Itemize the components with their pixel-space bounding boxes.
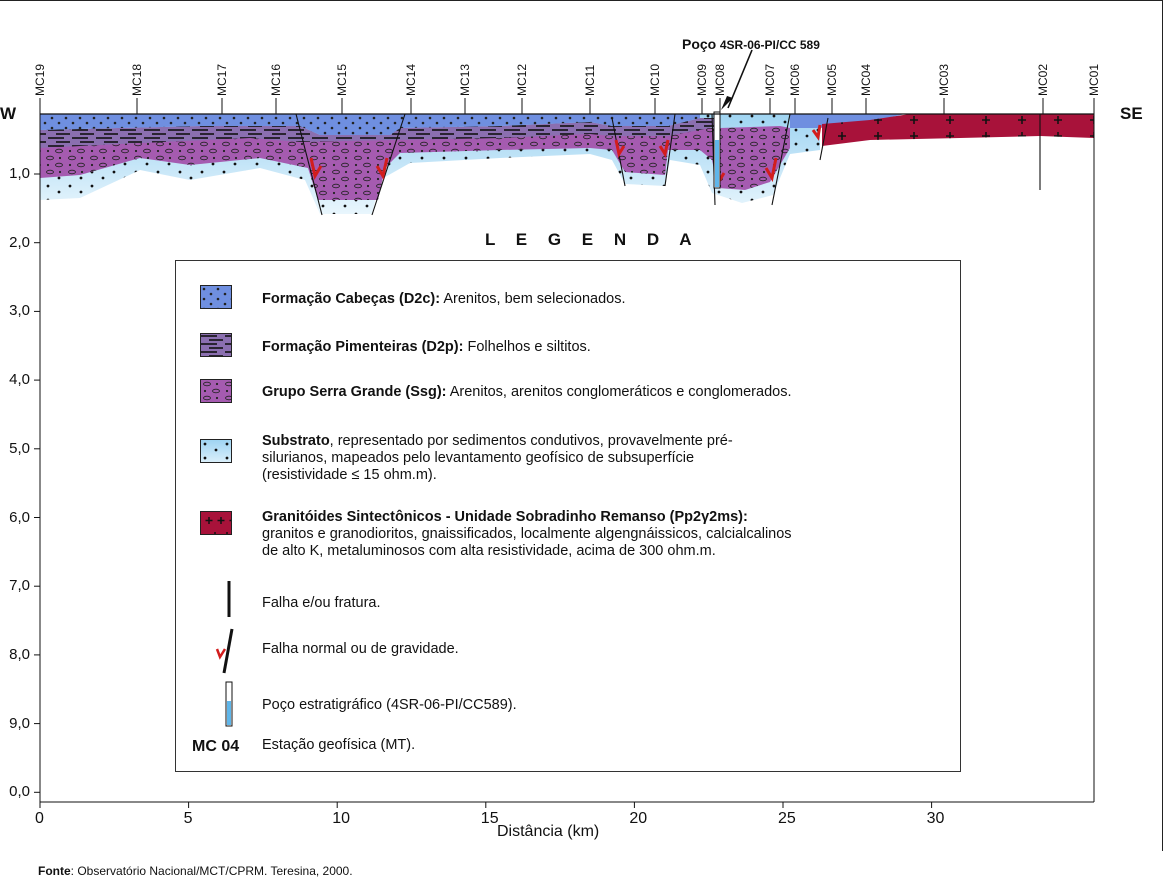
swatch-pimenteiras (200, 333, 232, 357)
pimenteiras-layer (40, 118, 720, 148)
legend-item-substrato: Substrato, representado por sedimentos c… (262, 433, 733, 483)
station-label: MC03 (937, 63, 951, 96)
x-tick-label: 10 (332, 810, 350, 827)
station-label: MC17 (215, 63, 229, 96)
y-tick-label: 3,0 (9, 302, 30, 320)
station-label: MC11 (583, 64, 597, 96)
station-label: MC08 (713, 63, 727, 96)
station-label: MC04 (859, 63, 873, 96)
swatch-granitoides (200, 511, 232, 535)
legend-item-falha: Falha e/ou fratura. (262, 595, 381, 611)
station-label: MC01 (1087, 63, 1101, 96)
station-label: MC18 (130, 63, 144, 96)
figure-frame (0, 0, 1163, 851)
plot-frame (39, 114, 1095, 803)
cabecas-layer (40, 114, 905, 135)
station-label: MC14 (404, 63, 418, 96)
side-label-se: SE (1120, 104, 1143, 123)
station-ticks (39, 98, 1095, 114)
well-symbol-icon (225, 681, 233, 727)
y-tick-label: 9,0 (9, 714, 30, 732)
x-tick-label: 25 (778, 810, 796, 827)
station-label: MC02 (1036, 63, 1050, 96)
fault-arrows (309, 124, 822, 188)
legend-item-poco: Poço estratigráfico (4SR-06-PI/CC589). (262, 697, 517, 713)
station-label: MC13 (458, 63, 472, 96)
y-tick-label: 5,0 (9, 439, 30, 457)
serra-grande-layer (40, 126, 790, 200)
legend-item-granitoides: Granitóides Sintectônicos - Unidade Sobr… (262, 509, 792, 559)
y-tick-label: 8,0 (9, 645, 30, 663)
y-tick-label: 6,0 (9, 508, 30, 526)
x-tick-label: 20 (629, 810, 648, 827)
x-axis-ticks (39, 802, 933, 808)
swatch-substrato (200, 439, 232, 463)
station-label: MC09 (695, 63, 709, 96)
y-tick-label: 0,0 (9, 783, 30, 801)
y-tick-label: 4,0 (9, 371, 30, 389)
legend-item-pimenteiras: Formação Pimenteiras (D2p): Folhelhos e … (262, 339, 591, 355)
swatch-cabecas (200, 285, 232, 309)
station-label: MC15 (335, 63, 349, 96)
source-note: Fonte: Observatório Nacional/MCT/CPRM. T… (38, 864, 353, 878)
legend-station-code: MC 04 (192, 738, 240, 755)
well-stratigraphic (713, 49, 753, 189)
well-callout-code: 4SR-06-PI/CC 589 (719, 38, 820, 52)
x-tick-label: 5 (183, 810, 193, 827)
station-label: MC16 (269, 63, 283, 96)
station-label: MC06 (788, 63, 802, 96)
y-tick-label: 2,0 (9, 233, 30, 251)
y-tick-label: 1,0 (9, 165, 30, 182)
fault-symbol-icon (227, 581, 231, 617)
x-tick-label: 30 (926, 810, 945, 827)
side-label-w: W (0, 104, 17, 123)
y-axis-ticks (34, 173, 40, 793)
station-label: MC05 (825, 63, 839, 96)
legend-item-cabecas: Formação Cabeças (D2c): Arenitos, bem se… (262, 291, 626, 307)
legend-box: Formação Cabeças (D2c): Arenitos, bem se… (175, 260, 961, 772)
x-axis-title: Distância (km) (497, 823, 600, 840)
station-label: MC19 (33, 63, 47, 96)
normal-fault-icon (215, 628, 234, 674)
x-tick-label: 15 (480, 810, 499, 827)
y-tick-label: 7,0 (9, 577, 30, 595)
swatch-serra-grande (200, 379, 232, 403)
well-callout-bold: Poço (682, 36, 717, 52)
station-label: MC10 (648, 63, 662, 96)
granito-layer (822, 114, 1094, 146)
station-label: MC07 (763, 63, 777, 96)
well-callout: Poço 4SR-06-PI/CC 589 (682, 36, 820, 52)
legend-item-serra-grande: Grupo Serra Grande (Ssg): Arenitos, aren… (262, 384, 792, 400)
station-label: MC12 (515, 63, 529, 96)
legend-item-falha-normal: Falha normal ou de gravidade. (262, 641, 459, 657)
legend-item-estacao: Estação geofísica (MT). (262, 737, 416, 753)
legend-title: L E G E N D A (485, 230, 700, 249)
x-tick-label: 0 (35, 810, 44, 827)
